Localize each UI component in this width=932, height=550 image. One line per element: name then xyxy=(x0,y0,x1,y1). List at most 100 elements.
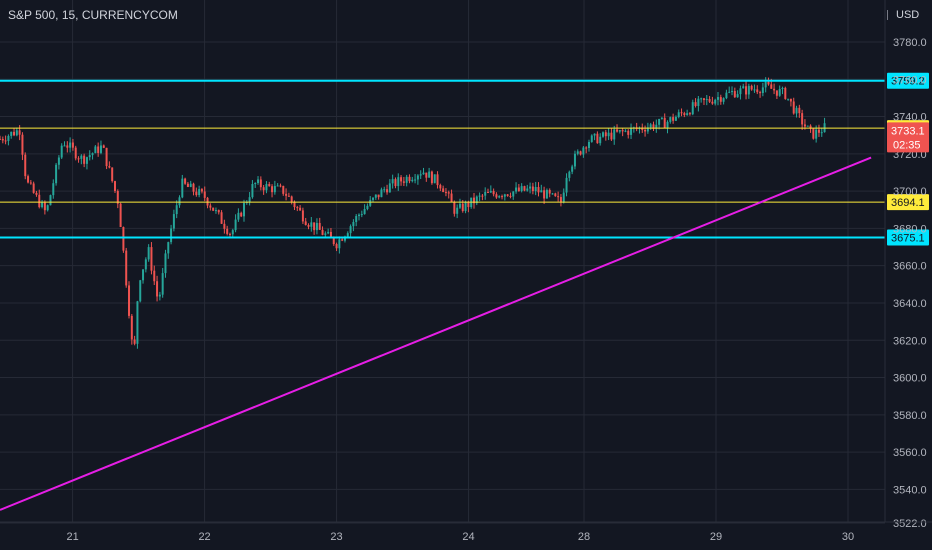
candle-body xyxy=(200,189,203,192)
candle-body xyxy=(335,244,338,249)
candle-body xyxy=(21,134,24,155)
candle-body xyxy=(184,178,187,184)
candle-body xyxy=(0,138,1,140)
candle-body xyxy=(46,205,49,211)
candle-body xyxy=(388,183,391,193)
candle-body xyxy=(273,186,276,193)
candle-body xyxy=(809,125,812,129)
candle-body xyxy=(175,205,178,215)
candle-body xyxy=(596,133,599,144)
candle-body xyxy=(366,205,369,210)
candle-body xyxy=(299,207,302,211)
candle-body xyxy=(719,97,722,102)
candle-body xyxy=(130,315,133,340)
scale-lock-icon xyxy=(887,10,892,20)
candle-body xyxy=(49,195,52,206)
candle-body xyxy=(545,189,548,199)
candle-body xyxy=(203,191,206,198)
candle-body xyxy=(405,176,408,183)
candle-body xyxy=(618,130,621,132)
currency-selector[interactable]: USD xyxy=(887,4,927,26)
candle-body xyxy=(313,222,316,231)
candle-body xyxy=(161,273,164,295)
candle-body xyxy=(414,179,417,181)
candle-body xyxy=(806,125,809,127)
candle-body xyxy=(512,191,515,197)
candle-body xyxy=(212,207,215,211)
y-tick-label: 3600.0 xyxy=(893,373,927,385)
candle-body xyxy=(649,124,652,128)
candle-body xyxy=(531,186,534,192)
candle-body xyxy=(315,222,318,231)
candle-body xyxy=(119,203,122,228)
candle-body xyxy=(714,99,717,104)
candle-body xyxy=(756,89,759,93)
candle-body xyxy=(467,202,470,208)
candle-body xyxy=(170,228,173,243)
price-axis: 3780.03760.03740.03720.03700.03680.03660… xyxy=(884,0,929,530)
candle-body xyxy=(226,228,229,234)
candle-body xyxy=(60,145,63,158)
candle-body xyxy=(234,219,237,231)
candle-body xyxy=(450,193,453,203)
candle-body xyxy=(282,185,285,194)
candle-body xyxy=(66,145,69,148)
candle-body xyxy=(144,259,147,270)
candle-body xyxy=(32,183,35,193)
candle-body xyxy=(43,202,46,211)
candle-body xyxy=(750,85,753,90)
candle-body xyxy=(683,113,686,116)
candle-body xyxy=(400,177,403,182)
candle-body xyxy=(582,147,585,155)
candle-body xyxy=(702,98,705,101)
candle-body xyxy=(498,196,501,198)
candle-body xyxy=(820,132,823,134)
candle-body xyxy=(220,212,223,224)
candle-body xyxy=(587,141,590,148)
candle-body xyxy=(722,98,725,102)
candle-body xyxy=(111,167,114,182)
candle-body xyxy=(428,171,431,178)
trendline[interactable] xyxy=(0,156,872,511)
candle-body xyxy=(214,210,217,212)
y-tick-label: 3640.0 xyxy=(893,298,927,310)
candle-body xyxy=(436,174,439,186)
level-price-badge xyxy=(887,194,929,211)
candle-body xyxy=(456,207,459,214)
candle-body xyxy=(133,339,136,344)
candle-body xyxy=(716,97,719,100)
bar-countdown-label: 02:35 xyxy=(893,139,921,151)
candle-body xyxy=(736,94,739,98)
candle-body xyxy=(372,197,375,200)
candle-body xyxy=(139,280,142,302)
candle-body xyxy=(318,222,321,230)
candle-body xyxy=(540,190,543,193)
candle-body xyxy=(487,192,490,194)
candle-body xyxy=(195,191,198,196)
candle-body xyxy=(761,87,764,94)
candle-body xyxy=(83,155,86,164)
candle-body xyxy=(380,189,383,198)
candle-body xyxy=(94,146,97,154)
candle-body xyxy=(815,129,818,139)
candle-body xyxy=(29,182,32,184)
candle-body xyxy=(517,187,520,191)
candle-body xyxy=(461,203,464,212)
candle-body xyxy=(551,193,554,195)
candle-body xyxy=(442,188,445,193)
candle-body xyxy=(259,179,262,188)
candle-body xyxy=(747,85,750,95)
chart-title: S&P 500, 15, CURRENCYCOM xyxy=(8,8,178,22)
candle-body xyxy=(733,91,736,98)
current-price-label: 3733.1 xyxy=(891,125,925,137)
y-tick-label: 3700.0 xyxy=(893,186,927,198)
candle-body xyxy=(279,185,282,187)
level-price-badge xyxy=(887,229,929,246)
trendline-line[interactable] xyxy=(0,156,872,511)
candle-body xyxy=(817,129,820,133)
candle-body xyxy=(363,209,366,215)
candle-body xyxy=(271,186,274,193)
candle-body xyxy=(534,186,537,192)
